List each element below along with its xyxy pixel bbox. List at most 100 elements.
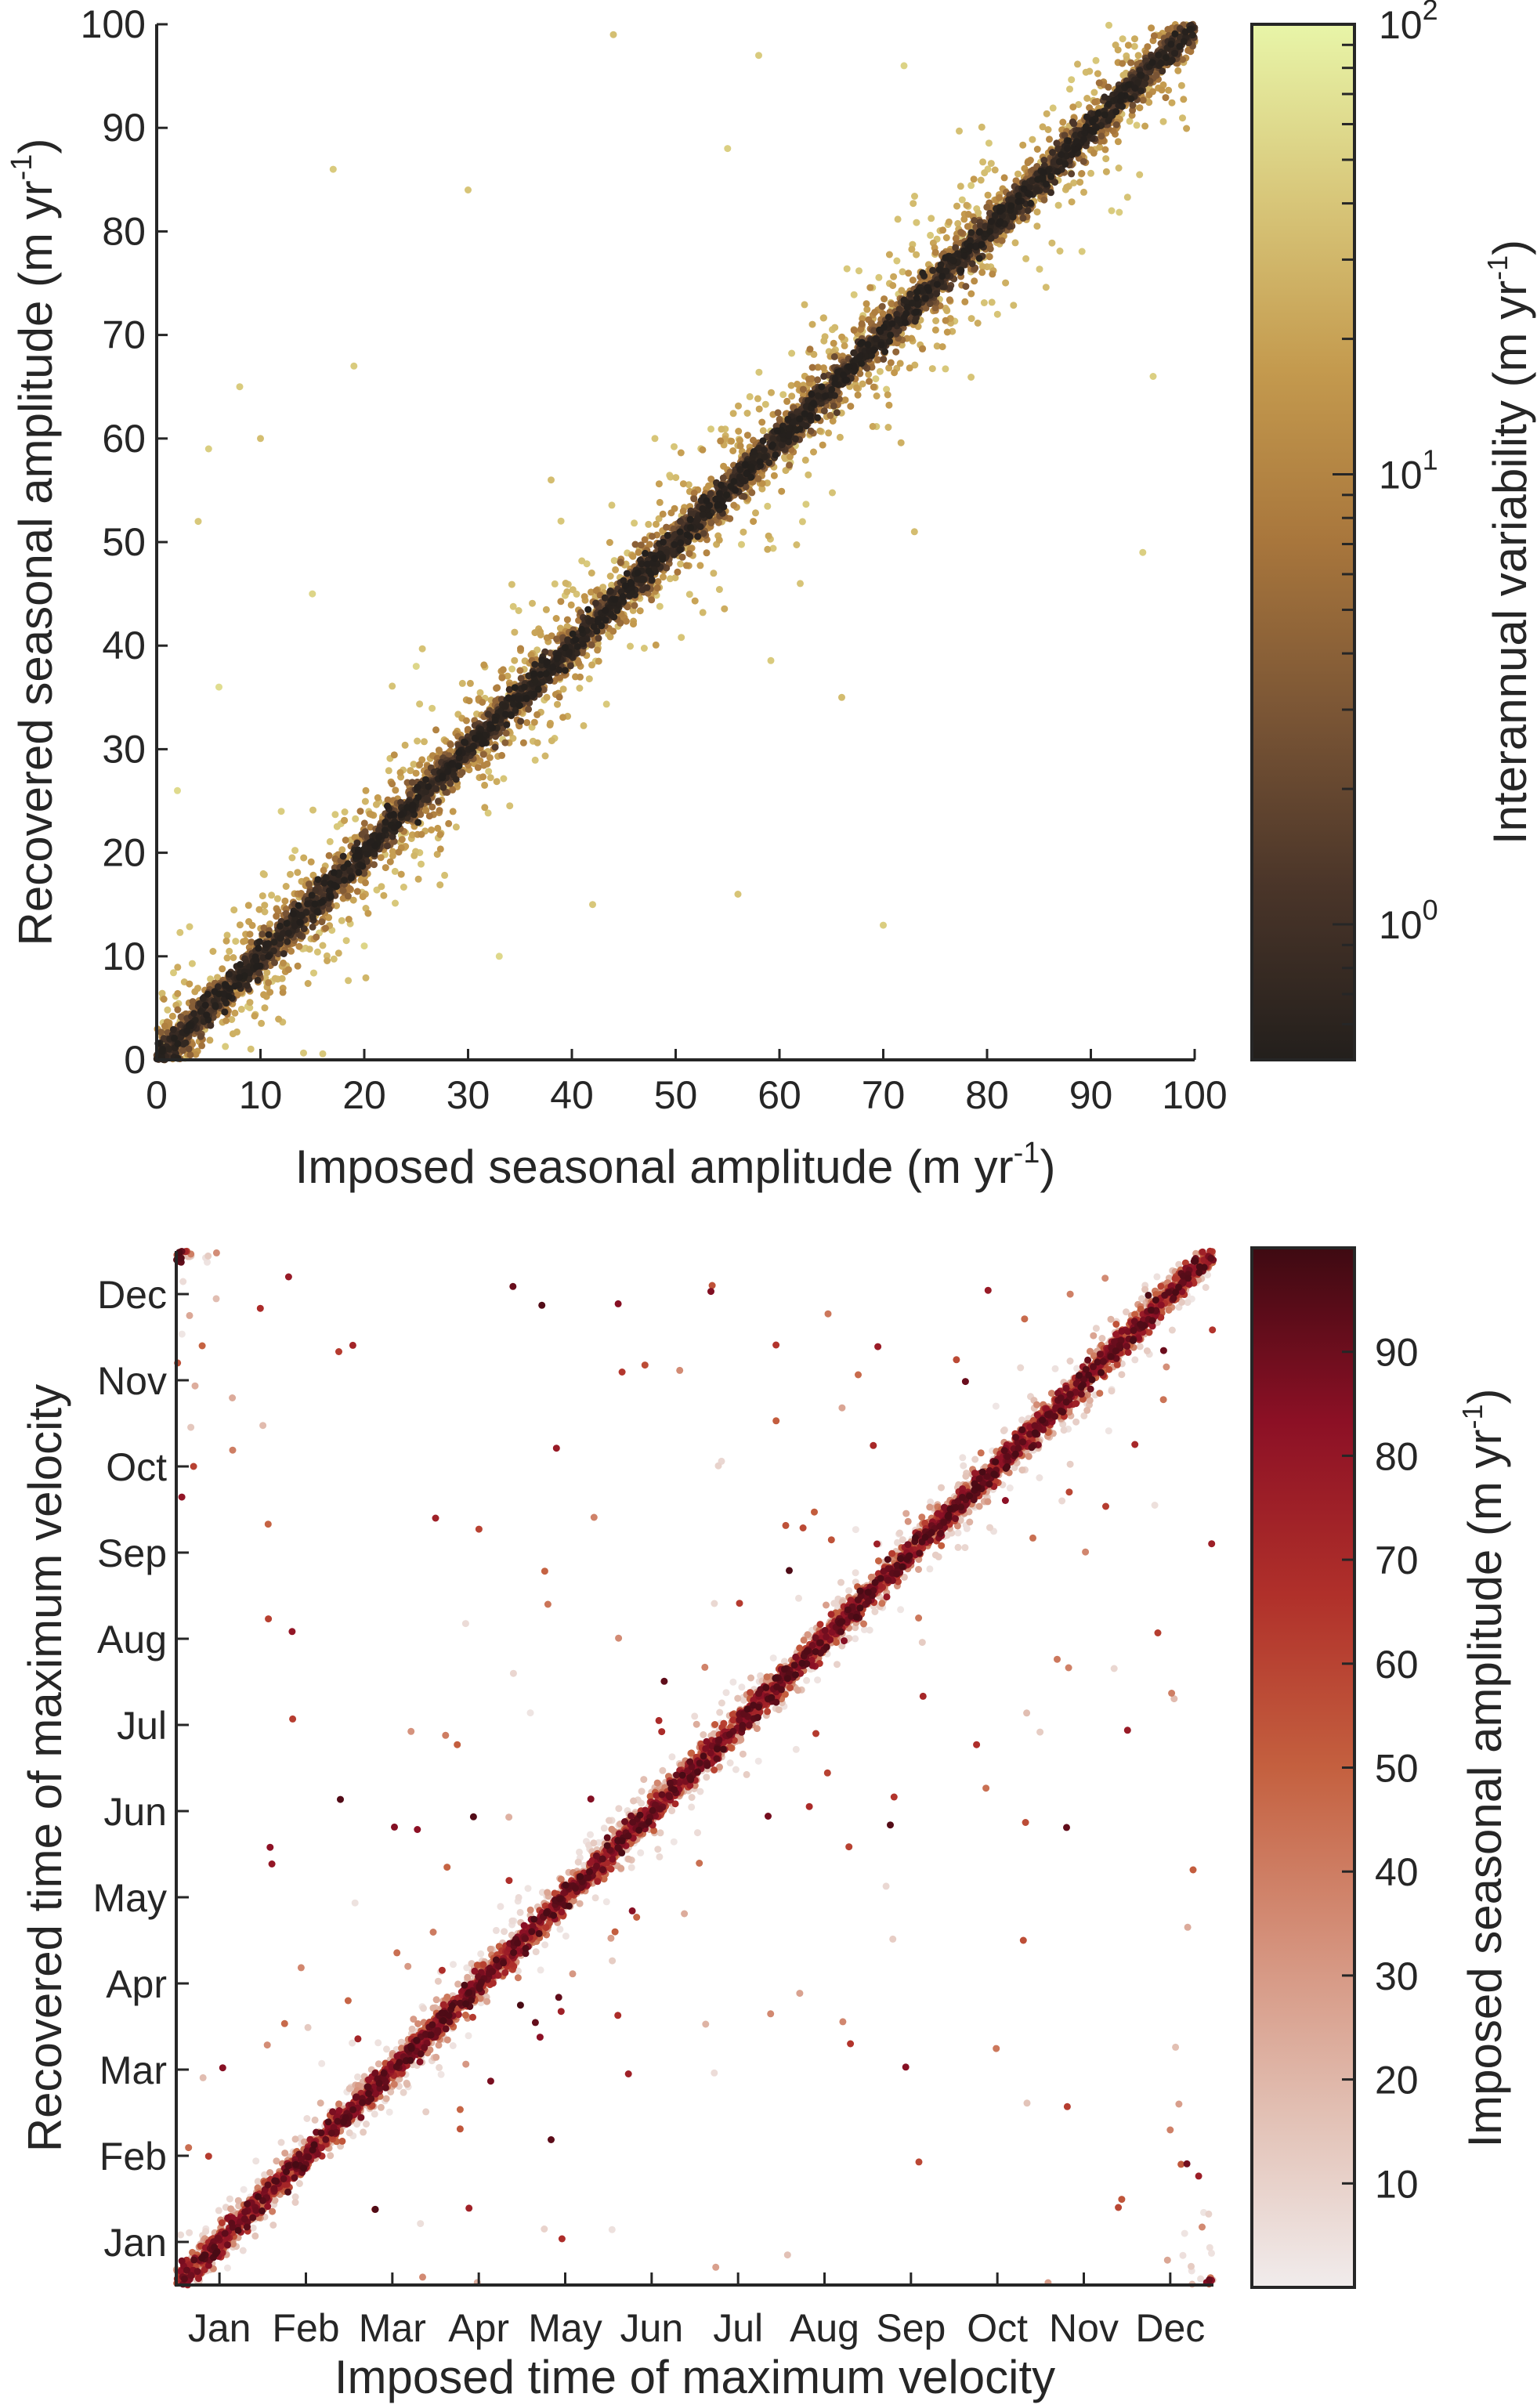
data-point [481, 781, 489, 789]
data-point [236, 921, 244, 929]
data-point [377, 854, 385, 862]
data-point [1068, 170, 1076, 178]
data-point [798, 518, 806, 526]
data-point [578, 557, 586, 565]
data-point [825, 429, 833, 437]
data-point [452, 823, 460, 831]
data-point [652, 641, 660, 649]
data-point [1116, 208, 1123, 216]
data-point [850, 291, 858, 298]
data-point [636, 607, 644, 615]
data-point [1010, 302, 1018, 309]
data-point [1048, 239, 1056, 247]
data-point [971, 277, 978, 285]
data-point [906, 364, 913, 372]
data-point [576, 685, 584, 692]
data-point [946, 296, 953, 304]
data-point [1177, 81, 1185, 89]
data-point [746, 392, 754, 400]
data-point [767, 656, 775, 664]
data-point [866, 378, 873, 385]
data-point [1092, 56, 1100, 64]
data-point [392, 899, 399, 907]
data-point [715, 586, 723, 593]
data-point [729, 447, 737, 454]
data-point [194, 518, 202, 526]
data-point [1149, 373, 1157, 380]
data-point [1159, 118, 1167, 125]
data-point [984, 191, 992, 199]
data-point [1068, 76, 1076, 84]
data-point [932, 317, 940, 324]
data-point [672, 474, 680, 482]
data-point [880, 356, 888, 363]
data-point [765, 532, 772, 540]
data-point [853, 384, 860, 392]
data-point [335, 949, 342, 957]
data-point [509, 602, 517, 610]
data-point [655, 515, 663, 522]
data-point [996, 193, 1004, 201]
data-point [530, 718, 538, 726]
data-point [484, 809, 492, 817]
data-point [788, 392, 796, 400]
data-point [1066, 85, 1073, 93]
data-point [908, 245, 916, 253]
data-point [310, 969, 317, 977]
data-point [962, 283, 970, 291]
data-point [933, 342, 941, 350]
data-point [974, 320, 982, 327]
data-point [983, 203, 991, 211]
data-point [566, 662, 574, 670]
data-point [878, 302, 886, 310]
data-point [214, 974, 221, 982]
data-point [476, 689, 484, 696]
data-point [1000, 174, 1008, 182]
data-point [398, 836, 406, 844]
data-point [273, 895, 281, 902]
data-point [1043, 110, 1051, 118]
data-point [820, 314, 827, 322]
data-point [447, 741, 454, 749]
data-point [191, 988, 199, 996]
data-point [246, 999, 254, 1007]
data-point [855, 267, 863, 275]
data-point [617, 559, 624, 566]
data-point [410, 851, 418, 859]
data-point [548, 737, 555, 745]
data-point [1139, 96, 1147, 104]
data-point [649, 533, 656, 541]
data-point [563, 588, 571, 595]
data-point [1114, 138, 1122, 146]
data-point [939, 226, 947, 234]
data-point [1136, 171, 1144, 179]
data-point [910, 200, 917, 208]
data-point [1102, 168, 1110, 175]
data-point [799, 385, 807, 393]
data-point [1102, 155, 1110, 163]
data-point [251, 1012, 259, 1020]
data-point [458, 679, 466, 687]
data-point [563, 616, 571, 624]
data-point [435, 747, 443, 754]
data-point [1105, 83, 1112, 91]
data-point [567, 601, 575, 609]
data-point [206, 1036, 214, 1044]
data-point [1019, 141, 1027, 149]
data-point [352, 815, 360, 823]
data-point [595, 657, 602, 665]
data-point [350, 362, 358, 370]
data-point [750, 518, 758, 526]
data-point [781, 454, 788, 461]
data-point [479, 750, 487, 758]
data-point [774, 409, 782, 417]
data-point [585, 675, 593, 683]
data-point [880, 921, 887, 929]
data-point [401, 741, 409, 749]
data-point [609, 31, 617, 38]
data-point [1069, 103, 1077, 111]
data-point [462, 717, 470, 725]
data-point [374, 794, 382, 801]
data-point [161, 1022, 168, 1030]
data-point [1054, 201, 1062, 209]
